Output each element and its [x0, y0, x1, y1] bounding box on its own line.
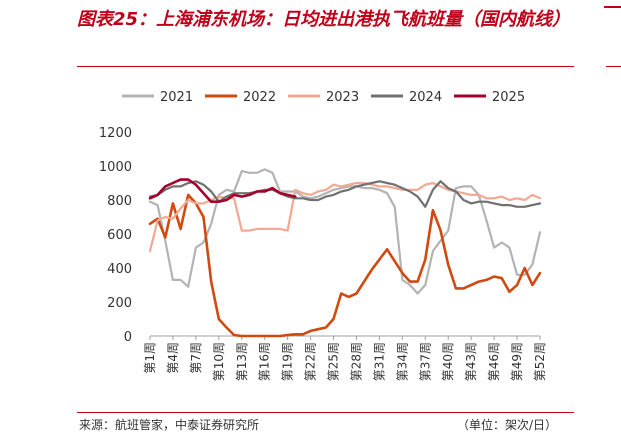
x-tick-label: 第46周 [487, 342, 501, 381]
series-line-2025 [148, 178, 297, 203]
x-tick-label: 第52周 [533, 342, 547, 381]
x-tick-label: 第1周 [143, 342, 157, 374]
x-tick-label: 第49周 [510, 342, 524, 381]
legend-label-2022: 2022 [243, 90, 276, 105]
series-line-2023 [148, 181, 542, 253]
x-tick-label: 第16周 [258, 342, 272, 381]
x-tick-label: 第40周 [441, 342, 455, 381]
series-line-2022 [148, 193, 542, 338]
x-tick-label: 第43周 [464, 342, 478, 381]
x-tick-label: 第4周 [166, 342, 180, 374]
legend-label-2025: 2025 [492, 90, 525, 105]
x-tick-label: 第7周 [189, 342, 203, 374]
y-tick-label: 1000 [99, 160, 132, 175]
adjacent-panel-rule [606, 66, 621, 67]
y-tick-label: 200 [107, 296, 132, 311]
y-tick-label: 800 [107, 194, 132, 209]
x-tick-label: 第19周 [281, 342, 295, 381]
x-tick-label: 第25周 [327, 342, 341, 381]
title-underline [77, 66, 574, 67]
figure-title: 图表25：上海浦东机场：日均进出港执飞航班量（国内航线） [77, 9, 571, 30]
x-tick-label: 第28周 [349, 342, 363, 381]
x-tick-label: 第13周 [235, 342, 249, 381]
y-tick-label: 600 [107, 228, 132, 243]
x-tick-label: 第37周 [418, 342, 432, 381]
legend-label-2024: 2024 [409, 90, 442, 105]
x-axis: 第1周 第4周 第7周 第10周 第13周 第16周 第19周 第22周 第25周 第28周 第31… [143, 335, 547, 381]
footer-rule [77, 412, 574, 413]
series-lines [148, 168, 542, 338]
y-axis: 0 200 400 600 800 1000 1200 [99, 126, 132, 345]
x-tick-label: 第31周 [372, 342, 386, 381]
unit-note: （单位：架次/日） [456, 418, 557, 432]
chart-legend: 2021 2022 2023 2024 2025 [122, 90, 525, 105]
y-tick-label: 0 [124, 330, 132, 345]
legend-label-2021: 2021 [160, 90, 193, 105]
y-tick-label: 400 [107, 262, 132, 277]
y-tick-label: 1200 [99, 126, 132, 141]
series-line-2021 [148, 168, 542, 295]
source-note: 来源：航班管家，中泰证券研究所 [79, 418, 260, 432]
x-tick-label: 第22周 [304, 342, 318, 381]
adjacent-panel-mark [604, 6, 621, 8]
legend-label-2023: 2023 [326, 90, 359, 105]
x-tick-label: 第10周 [212, 342, 226, 381]
series-line-2024 [148, 180, 542, 208]
x-tick-label: 第34周 [395, 342, 409, 381]
